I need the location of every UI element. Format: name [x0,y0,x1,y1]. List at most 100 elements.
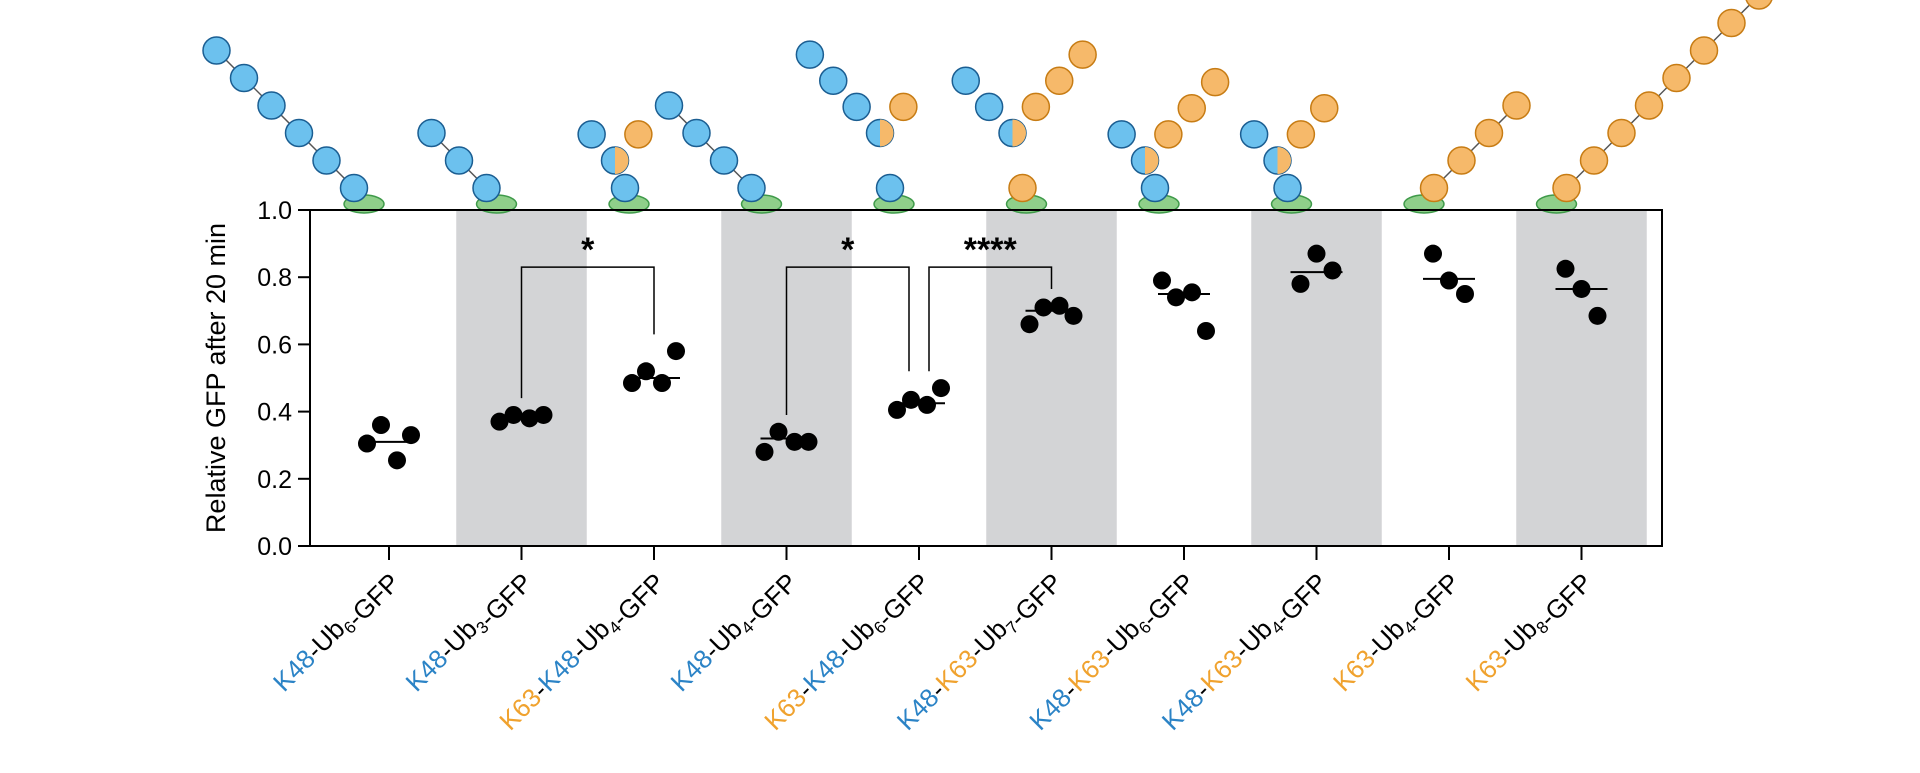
significance-bracket [785,266,910,415]
k63-ubiquitin [1419,173,1449,203]
k63-ubiquitin [1689,36,1719,65]
x-axis: K48-Ub6-GFPK48-Ub3-GFPK63-K48-Ub4-GFPK48… [267,546,1598,736]
data-point [388,451,406,470]
ubiquitin-chain-glyph [417,118,518,214]
k48-ubiquitin [682,118,711,148]
k63-ubiquitin [624,120,653,149]
mixed-ubiquitin-half [1277,147,1291,174]
ubiquitin-chain-glyph [1239,94,1339,214]
k63-ubiquitin [1579,146,1609,175]
k48-ubiquitin [610,173,640,203]
x-category-label: K48-Ub3-GFP [400,563,538,701]
data-point [755,442,774,461]
k48-ubiquitin [1140,173,1170,203]
ubiquitin-chain-glyph [202,36,385,214]
data-point [667,342,685,361]
k48-ubiquitin [577,120,606,149]
k63-ubiquitin [1008,173,1037,203]
mixed-ubiquitin-half [1145,147,1159,174]
data-point [1440,271,1458,290]
k63-ubiquitin [1310,94,1339,123]
k63-ubiquitin [1502,91,1531,120]
significance-label: * [581,231,595,269]
data-point [637,362,655,381]
data-point [1197,321,1215,340]
data-point [1588,306,1607,325]
data-point [1291,274,1310,293]
k48-ubiquitin [974,92,1004,122]
ubiquitin-chain-glyph [1403,91,1531,214]
data-point [1050,296,1069,315]
data-point [1034,298,1053,317]
k48-ubiquitin [417,118,446,148]
data-point [799,432,818,451]
k48-ubiquitin [654,91,684,120]
k48-ubiquitin [1239,120,1269,149]
k48-ubiquitin [444,146,474,175]
x-category-label: K63-Ub8-GFP [1460,563,1598,701]
k63-ubiquitin [1474,118,1504,148]
mixed-ubiquitin-half [615,147,629,174]
y-tick-label: 1.0 [257,197,292,225]
data-point [372,416,390,435]
data-point [1556,259,1575,278]
significance-brackets: * * **** [520,231,1053,415]
significance-bracket [928,266,1053,372]
k63-ubiquitin [1447,146,1476,175]
k48-ubiquitin [312,146,341,175]
y-tick-label: 0.4 [257,399,292,427]
k63-ubiquitin [1021,92,1051,122]
k63-ubiquitin [1717,8,1746,38]
k48-ubiquitin [284,118,314,148]
data-point [1153,271,1171,290]
data-point [1064,306,1083,325]
y-axis-title: Relative GFP after 20 min [201,223,231,533]
k48-ubiquitin [709,146,739,175]
data-point [1307,244,1326,263]
data-point [1572,279,1591,298]
ubiquitin-chain-glyph [654,91,783,214]
y-tick-label: 0.0 [257,533,292,561]
shaded-band [986,210,1117,546]
x-category-label: K48-Ub4-GFP [665,563,803,701]
data-point [1424,244,1442,263]
significance-label: **** [964,231,1018,269]
data-point [769,422,788,441]
k48-ubiquitin [795,40,825,69]
data-point [888,400,906,419]
k63-ubiquitin [1607,118,1636,148]
data-point [918,395,936,414]
k63-ubiquitin [1068,40,1097,69]
ubiquitin-chain-glyphs [202,0,1773,214]
x-category-label: K63-Ub4-GFP [1327,563,1465,701]
ubiquitin-chain-glyph [577,120,653,214]
k63-ubiquitin [889,92,918,122]
k48-ubiquitin [339,173,369,203]
data-point [653,374,671,393]
k63-ubiquitin [1745,0,1773,10]
y-tick-label: 0.6 [257,331,292,359]
k63-ubiquitin [1154,120,1183,149]
data-point [623,374,641,393]
k63-ubiquitin [1200,67,1230,97]
ubiquitin-chain-glyph [1535,0,1773,214]
shaded-band [1516,210,1647,546]
ubiquitin-chain-glyph [795,40,918,214]
data-point [1020,315,1039,334]
ubiquitin-chain-glyph [1107,67,1230,214]
data-point [785,432,804,451]
mixed-ubiquitin-half [1012,119,1026,147]
data-point [402,426,420,445]
significance-label: * [841,231,855,269]
data-point [358,434,376,453]
plot-frame [309,209,1663,547]
y-tick-label: 0.2 [257,466,292,494]
k48-ubiquitin [842,92,871,122]
data-point [520,409,539,428]
k63-ubiquitin [1177,94,1206,123]
k63-ubiquitin [1045,66,1074,95]
k48-ubiquitin [229,63,259,93]
ubiquitin-chain-glyph [951,40,1097,214]
data-point [1167,288,1185,307]
